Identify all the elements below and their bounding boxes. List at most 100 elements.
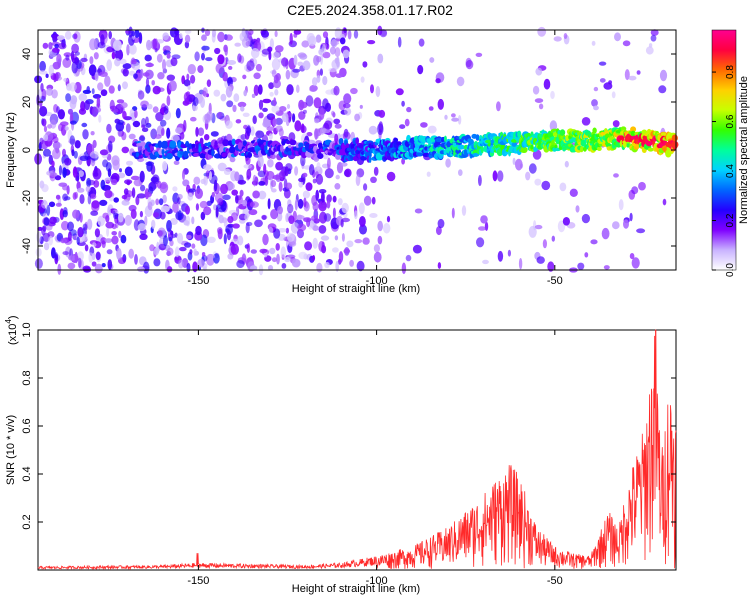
noise-cell <box>318 225 327 234</box>
noise-cell <box>241 27 246 38</box>
noise-cell <box>603 265 610 270</box>
noise-cell <box>534 98 544 103</box>
noise-cell <box>94 228 100 238</box>
noise-cell <box>73 33 78 40</box>
noise-cell <box>91 106 98 118</box>
noise-cell <box>35 248 42 257</box>
noise-cell <box>72 166 78 178</box>
noise-cell <box>252 190 260 199</box>
noise-cell <box>532 85 540 95</box>
noise-cell <box>240 134 247 140</box>
noise-cell <box>274 89 279 96</box>
snr-scale-prefix: (x10 <box>7 324 19 345</box>
noise-cell <box>62 57 72 68</box>
signal-cell <box>237 142 243 150</box>
noise-cell <box>67 231 72 242</box>
noise-cell <box>426 171 431 177</box>
noise-cell <box>271 257 278 263</box>
noise-cell <box>323 213 332 222</box>
noise-cell <box>239 189 244 197</box>
noise-cell <box>201 45 210 51</box>
noise-cell <box>101 263 106 268</box>
noise-cell <box>363 195 372 206</box>
noise-cell <box>200 211 206 221</box>
noise-cell <box>436 226 442 236</box>
noise-cell <box>354 113 360 122</box>
noise-cell <box>224 34 233 41</box>
noise-cell <box>211 29 217 38</box>
noise-cell <box>109 99 115 112</box>
noise-cell <box>322 31 329 39</box>
noise-cell <box>278 181 283 192</box>
noise-cell <box>355 174 361 187</box>
noise-cell <box>401 262 407 275</box>
noise-cell <box>428 106 434 111</box>
noise-cell <box>63 158 72 166</box>
noise-cell <box>190 116 197 122</box>
signal-cell <box>242 140 247 147</box>
noise-cell <box>166 220 172 232</box>
noise-cell <box>186 234 192 240</box>
signal-cell <box>298 142 304 148</box>
noise-cell <box>108 85 115 94</box>
noise-cell <box>41 200 49 209</box>
signal-cell <box>288 144 292 149</box>
noise-cell <box>104 75 111 87</box>
snr-x-ticks: -150 -100 -50 <box>187 330 563 587</box>
signal-cell <box>198 145 202 154</box>
signal-cell <box>630 130 636 137</box>
noise-cell <box>465 59 474 70</box>
noise-cell <box>564 160 569 168</box>
noise-cell <box>262 120 271 128</box>
noise-cell <box>159 181 169 194</box>
noise-cell <box>104 177 112 183</box>
noise-cell <box>36 231 42 244</box>
noise-cell <box>278 128 284 137</box>
noise-cell <box>128 133 136 140</box>
signal-cell <box>387 155 392 161</box>
signal-cell <box>160 140 169 149</box>
noise-cell <box>144 215 148 226</box>
noise-cell <box>48 42 53 50</box>
noise-cell <box>296 84 300 94</box>
noise-cell <box>598 61 607 66</box>
noise-cell <box>512 157 516 165</box>
noise-cell <box>304 241 313 251</box>
noise-cell <box>151 174 160 185</box>
noise-cell <box>273 97 277 107</box>
noise-cell <box>63 52 72 57</box>
noise-cell <box>525 171 531 181</box>
noise-cell <box>406 106 412 113</box>
noise-cell <box>177 197 181 205</box>
noise-cell <box>82 223 88 231</box>
noise-cell <box>276 211 283 222</box>
noise-cell <box>107 259 113 270</box>
noise-cell <box>48 235 53 246</box>
noise-cell <box>124 214 132 226</box>
colorbar-tick-label: 0.6 <box>725 114 736 128</box>
noise-cell <box>231 189 238 196</box>
spectrogram-y-axis-label: Frequency (Hz) <box>5 112 17 188</box>
noise-cell <box>312 255 316 261</box>
noise-cell <box>110 178 118 186</box>
noise-cell <box>155 112 164 122</box>
noise-cell <box>104 238 113 244</box>
noise-cell <box>51 89 58 99</box>
noise-cell <box>584 252 589 258</box>
svg-text:(x104): (x104) <box>4 315 19 345</box>
noise-cell <box>140 100 150 108</box>
noise-cell <box>294 166 299 176</box>
noise-cell <box>178 259 184 269</box>
noise-cell <box>258 112 264 119</box>
noise-cell <box>122 81 128 90</box>
noise-cell <box>123 188 129 196</box>
signal-cell <box>443 135 447 142</box>
noise-cell <box>145 84 151 94</box>
noise-cell <box>232 223 240 229</box>
noise-cell <box>397 36 402 48</box>
noise-cell <box>179 246 187 252</box>
noise-cell <box>244 213 249 221</box>
signal-cell <box>530 144 534 151</box>
noise-cell <box>290 222 300 234</box>
noise-cell <box>243 89 247 97</box>
